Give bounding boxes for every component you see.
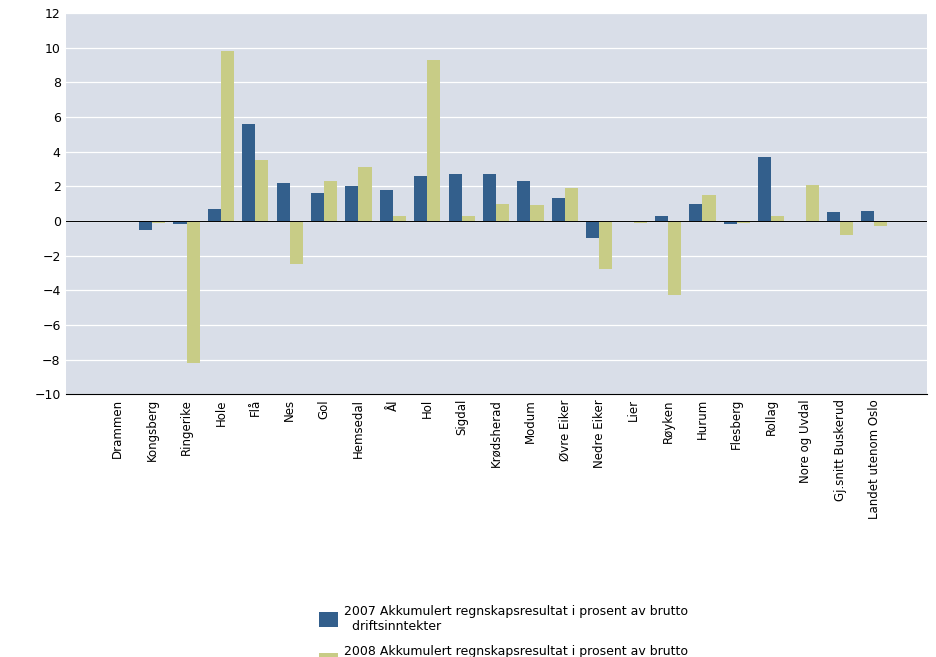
Legend: 2007 Akkumulert regnskapsresultat i prosent av brutto
  driftsinntekter, 2008 Ak: 2007 Akkumulert regnskapsresultat i pros… <box>313 599 695 657</box>
Bar <box>311 193 324 221</box>
Bar <box>702 195 715 221</box>
Bar <box>428 60 440 221</box>
Bar <box>415 176 428 221</box>
Bar <box>518 181 531 221</box>
Bar <box>277 183 290 221</box>
Bar <box>345 187 358 221</box>
Bar <box>861 211 874 221</box>
Bar <box>586 221 599 238</box>
Bar <box>874 221 887 226</box>
Bar <box>724 221 737 225</box>
Bar <box>690 204 702 221</box>
Bar <box>256 160 269 221</box>
Bar <box>771 215 784 221</box>
Bar <box>173 221 186 225</box>
Bar <box>496 204 509 221</box>
Bar <box>634 221 647 223</box>
Bar <box>153 221 165 223</box>
Bar <box>599 221 612 269</box>
Bar <box>552 198 564 221</box>
Bar <box>483 174 496 221</box>
Bar <box>564 188 578 221</box>
Bar <box>290 221 302 264</box>
Bar <box>737 221 750 223</box>
Bar <box>393 215 406 221</box>
Bar <box>806 185 819 221</box>
Bar <box>358 168 372 221</box>
Bar <box>324 181 337 221</box>
Bar <box>139 221 153 230</box>
Bar <box>221 51 234 221</box>
Bar <box>758 157 771 221</box>
Bar <box>840 221 853 235</box>
Bar <box>827 212 840 221</box>
Bar <box>208 209 221 221</box>
Bar <box>242 124 256 221</box>
Bar <box>668 221 681 296</box>
Bar <box>655 215 668 221</box>
Bar <box>380 190 393 221</box>
Bar <box>186 221 199 363</box>
Bar <box>461 215 475 221</box>
Bar <box>448 174 461 221</box>
Bar <box>531 206 544 221</box>
